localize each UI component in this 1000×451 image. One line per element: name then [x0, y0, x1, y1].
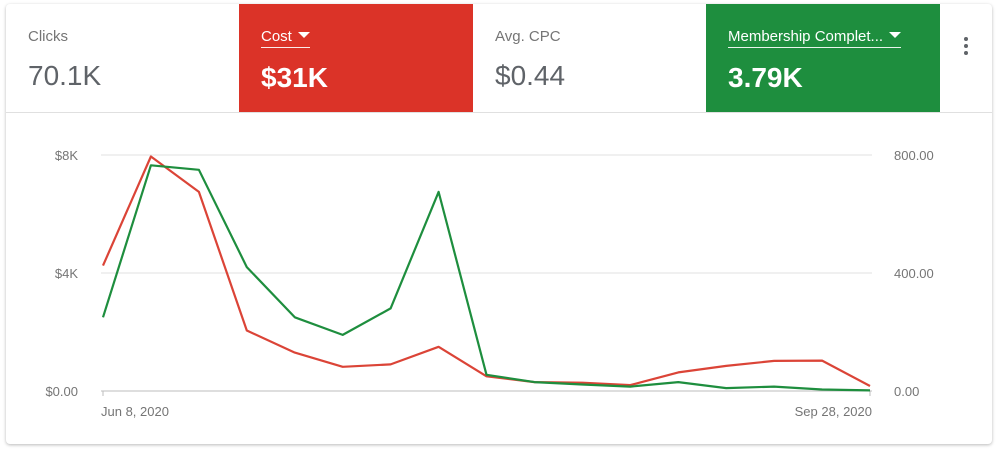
scorecard-clicks-label: Clicks	[28, 28, 68, 45]
scorecards: Clicks 70.1K Cost $31K Avg. CPC $0.44 Me…	[6, 4, 992, 114]
dropdown-caret-icon[interactable]	[297, 32, 310, 39]
performance-card: Clicks 70.1K Cost $31K Avg. CPC $0.44 Me…	[6, 4, 992, 444]
series-line-cost	[101, 155, 871, 387]
scorecard-membership[interactable]: Membership Complet... 3.79K	[706, 4, 940, 112]
scorecard-membership-value: 3.79K	[728, 62, 803, 93]
scorecard-clicks-value: 70.1K	[28, 60, 102, 91]
y-right-tick-label: 800.00	[894, 148, 934, 163]
scorecard-cost[interactable]: Cost $31K	[239, 4, 473, 112]
scorecard-avg-cpc-value: $0.44	[495, 60, 566, 91]
scorecard-cost-label[interactable]: Cost	[261, 28, 310, 48]
more-vert-icon[interactable]	[956, 34, 976, 64]
scorecard-membership-label[interactable]: Membership Complet...	[728, 28, 902, 48]
scorecard-avg-cpc-label: Avg. CPC	[495, 28, 561, 45]
scorecard-cost-label-text: Cost	[261, 28, 292, 45]
divider	[6, 112, 992, 113]
x-tick-label: Sep 28, 2020	[795, 404, 872, 419]
y-left-tick-label: $8K	[55, 148, 78, 163]
y-right-tick-label: 400.00	[894, 266, 934, 281]
scorecard-avg-cpc[interactable]: Avg. CPC $0.44	[473, 4, 707, 112]
y-left-tick-label: $0.00	[45, 384, 78, 399]
scorecard-clicks[interactable]: Clicks 70.1K	[6, 4, 240, 112]
y-right-tick-label: 0.00	[894, 384, 919, 399]
line-chart: $0.00 $4K $8K 0.00 400.00 800.00 Jun 8, 2020 Se…	[45, 148, 934, 419]
dropdown-caret-icon[interactable]	[889, 32, 902, 39]
y-left-tick-label: $4K	[55, 266, 78, 281]
scorecard-membership-label-text: Membership Complet...	[728, 28, 884, 45]
x-tick-label: Jun 8, 2020	[101, 404, 169, 419]
series-line-membership	[101, 164, 871, 392]
scorecard-cost-value: $31K	[261, 62, 328, 93]
